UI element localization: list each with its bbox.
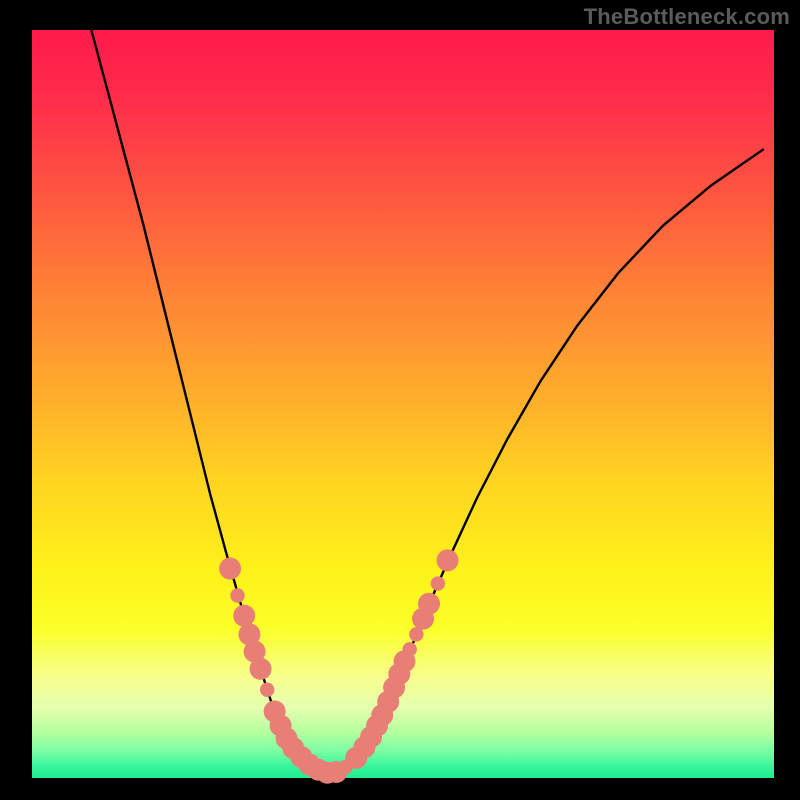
chart-frame: TheBottleneck.com xyxy=(0,0,800,800)
highlight-dot xyxy=(402,642,416,656)
highlight-dot xyxy=(260,683,274,697)
highlight-dot xyxy=(250,658,272,680)
highlight-dot xyxy=(437,549,459,571)
highlight-dot xyxy=(230,588,244,602)
highlight-dot xyxy=(219,558,241,580)
highlight-dot xyxy=(233,605,255,627)
watermark-text: TheBottleneck.com xyxy=(584,4,790,30)
highlight-dot xyxy=(418,593,440,615)
highlight-dot xyxy=(431,576,445,590)
bottleneck-curve-chart xyxy=(0,0,800,800)
